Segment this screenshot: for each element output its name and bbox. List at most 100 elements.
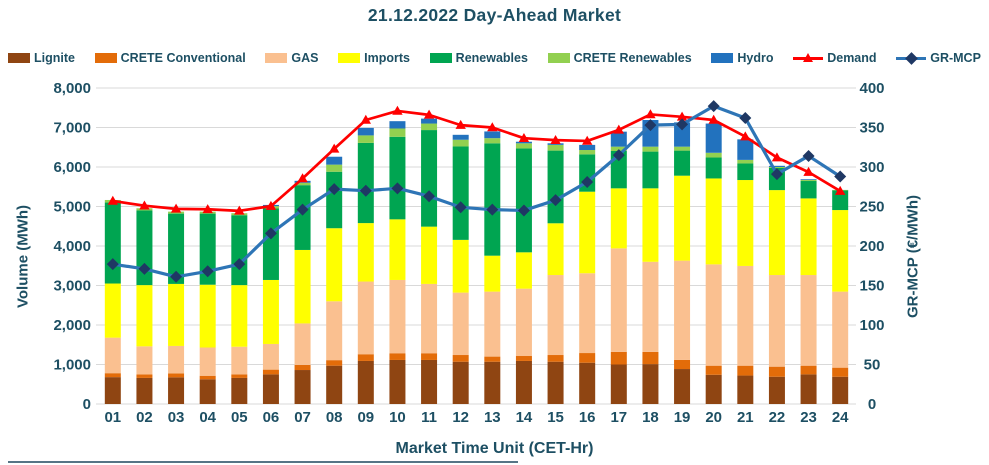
gr-mcp-marker [264, 227, 277, 240]
bar-segment-renewables [421, 130, 438, 227]
gr-mcp-marker [802, 149, 815, 162]
demand-marker [550, 134, 561, 144]
gr-mcp-marker [233, 258, 246, 271]
gr-mcp-line [112, 104, 842, 279]
bar-segment-lignite [231, 377, 248, 404]
legend-label: Hydro [737, 51, 774, 65]
bar-segment-gas [610, 248, 627, 352]
gr-mcp-marker [644, 119, 657, 132]
x-axis-tick-label: 24 [832, 409, 849, 426]
demand-marker [518, 132, 530, 142]
bar-segment-crete-conventional [136, 374, 153, 378]
gr-mcp-marker [707, 100, 720, 113]
bar-segment-renewables [515, 148, 532, 253]
gr-mcp-marker [359, 184, 372, 197]
bar-segment-gas [294, 323, 311, 365]
gr-mcp-marker [739, 112, 752, 125]
bar-segment-renewables [547, 150, 564, 224]
bar-segment-gas [104, 337, 121, 374]
bar-segment-gas [136, 346, 153, 375]
legend-label: GR-MCP [930, 51, 981, 65]
bar-segment-gas [674, 260, 691, 360]
bar-segment-imports [610, 188, 627, 249]
bar-segment-renewables [262, 208, 279, 280]
legend-swatch-icon [547, 53, 570, 63]
x-axis-tick-label: 07 [294, 409, 311, 426]
demand-marker [107, 195, 119, 205]
demand-marker [139, 200, 150, 210]
demand-marker [676, 111, 688, 121]
bar-segment-renewables [832, 190, 849, 211]
bar-segment-crete-renewables [357, 135, 374, 143]
bar-segment-lignite [484, 361, 501, 404]
bar-segment-crete-conventional [262, 369, 279, 375]
bar-segment-lignite [515, 360, 532, 404]
bar-segment-lignite [674, 369, 691, 404]
bottom-border-line [8, 461, 518, 463]
bar-segment-imports [389, 219, 406, 280]
bar-segment-renewables [674, 150, 691, 176]
bar-segment-gas [515, 288, 532, 357]
bar-segment-lignite [768, 376, 785, 404]
bar-segment-crete-conventional [642, 351, 659, 365]
bar-segment-lignite [136, 377, 153, 404]
bar-segment-crete-conventional [800, 365, 817, 375]
legend-label: Renewables [455, 51, 528, 65]
x-axis-title: Market Time Unit (CET-Hr) [395, 440, 594, 457]
x-axis-tick-label: 17 [610, 409, 627, 426]
demand-marker [708, 114, 719, 124]
bar-segment-crete-conventional [104, 373, 121, 378]
y-axis-tick-label-right: 0 [868, 396, 876, 413]
gr-mcp-marker [296, 203, 309, 216]
legend-item-renewables: Renewables [429, 51, 528, 65]
bar-segment-crete-conventional [768, 366, 785, 377]
bar-segment-crete-conventional [547, 355, 564, 362]
bar-segment-imports [832, 210, 849, 292]
bar-segment-renewables [326, 171, 343, 229]
demand-marker [360, 114, 372, 124]
y-axis-tick-label-left: 1,000 [53, 357, 91, 374]
demand-line [112, 109, 841, 213]
bar-segment-gas [484, 291, 501, 357]
bar-segment-gas [326, 301, 343, 361]
y-axis-title-left: Volume (MWh) [14, 204, 32, 309]
bar-segment-hydro [547, 143, 564, 145]
x-axis-tick-label: 06 [263, 409, 280, 426]
bar-segment-lignite [737, 375, 754, 404]
bar-segment-gas [832, 291, 849, 368]
bar-segment-lignite [579, 362, 596, 404]
bar-segment-crete-renewables [452, 139, 469, 147]
bar-segment-imports [199, 284, 216, 348]
bar-segment-hydro [705, 123, 722, 153]
bar-segment-renewables [231, 215, 248, 286]
y-axis-tick-label-left: 3,000 [53, 278, 91, 295]
bar-segment-crete-conventional [294, 364, 311, 371]
legend-label: CRETE Renewables [573, 51, 692, 65]
triangle-marker-icon [803, 53, 814, 62]
x-axis-tick-label: 13 [484, 409, 501, 426]
bar-segment-crete-conventional [421, 353, 438, 360]
gr-mcp-marker [581, 176, 594, 189]
bar-segment-crete-conventional [168, 373, 185, 378]
bar-segment-crete-conventional [231, 374, 248, 378]
bar-segment-imports [421, 226, 438, 284]
bar-segment-lignite [262, 374, 279, 404]
bar-segment-hydro [452, 134, 469, 140]
bar-segment-gas [737, 265, 754, 366]
x-axis-tick-label: 01 [104, 409, 121, 426]
bar-segment-crete-renewables [705, 152, 722, 158]
bar-segment-imports [294, 249, 311, 324]
y-axis-tick-label-right: 100 [859, 317, 884, 334]
bar-segment-hydro [326, 156, 343, 165]
y-axis-tick-label-right: 300 [859, 159, 884, 176]
bar-segment-hydro [768, 165, 785, 167]
x-axis-tick-label: 04 [199, 409, 216, 426]
y-axis-tick-label-left: 4,000 [53, 238, 91, 255]
gr-mcp-marker [834, 170, 847, 183]
bar-segment-imports [136, 285, 153, 347]
demand-marker [645, 109, 656, 119]
bar-segment-hydro [421, 118, 438, 124]
bar-segment-imports [674, 175, 691, 261]
bar-segment-crete-conventional [357, 354, 374, 361]
